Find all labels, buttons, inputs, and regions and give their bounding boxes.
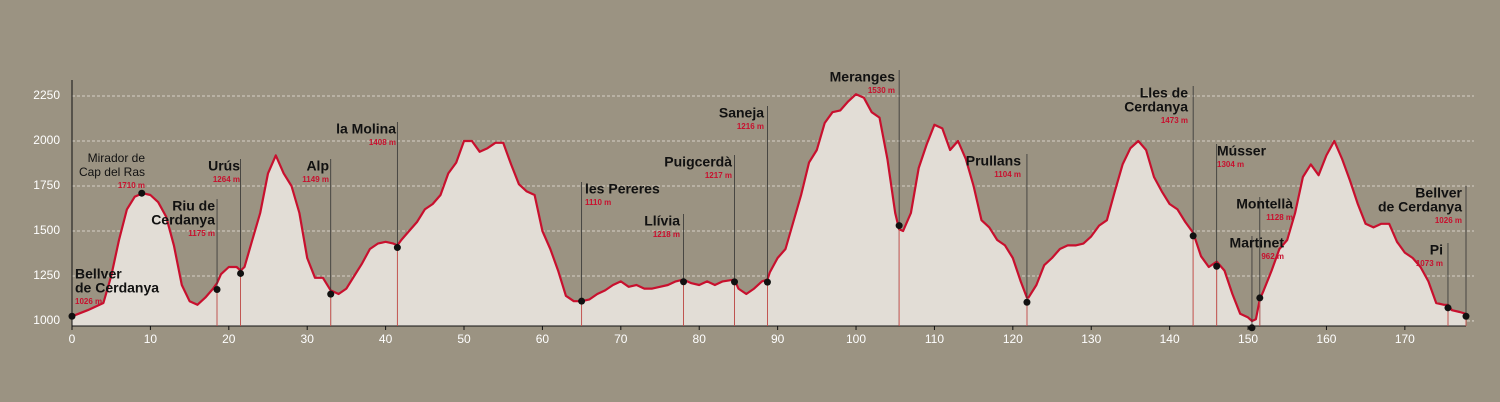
waypoint-name: Llívia [644,213,680,229]
waypoint-elevation: 1149 m [302,175,329,184]
waypoint-dot [1256,294,1264,302]
waypoint-elevation: 1530 m [868,86,895,95]
x-tick-label: 120 [1003,332,1023,346]
waypoint-name: Pi [1430,242,1443,258]
waypoint-name: les Pereres [585,181,660,197]
x-tick-label: 100 [846,332,866,346]
waypoint-elevation: 1218 m [653,230,680,239]
waypoint-elevation: 1304 m [1217,160,1244,169]
waypoint-name: Cap del Ras [79,165,145,179]
waypoint-name: Bellver [1415,185,1462,201]
waypoint-name: Prullans [966,153,1021,169]
waypoint-elevation: 1026 m [75,297,102,306]
x-tick-label: 0 [69,332,76,346]
waypoint-elevation: 1473 m [1161,116,1188,125]
x-tick-label: 70 [614,332,628,346]
waypoint-elevation: 962 m [1261,252,1284,261]
waypoint-elevation: 1128 m [1266,213,1293,222]
waypoint-name: Mirador de [88,151,146,165]
x-tick-label: 10 [144,332,158,346]
waypoint-dot [1023,298,1031,306]
x-tick-label: 160 [1316,332,1336,346]
x-tick-label: 130 [1081,332,1101,346]
waypoint-elevation: 1408 m [369,138,396,147]
waypoint-dot [1462,312,1470,320]
waypoint-name: Riu de [172,198,215,214]
waypoint-name: Alp [306,158,329,174]
waypoint-name: la Molina [336,121,396,137]
y-tick-label: 1750 [33,178,60,192]
waypoint-dot [680,278,688,286]
waypoint-dot [1248,324,1256,332]
y-tick-label: 1000 [33,313,60,327]
x-tick-label: 110 [925,332,944,346]
waypoint-elevation: 1216 m [737,122,764,131]
waypoint-dot [237,269,245,277]
waypoint-elevation: 1175 m [188,229,215,238]
waypoint-dot [1189,232,1197,240]
waypoint-dot [763,278,771,286]
waypoint-dot [895,222,903,230]
waypoint-dot [731,278,739,286]
waypoint-dot [213,285,221,293]
x-tick-label: 50 [457,332,471,346]
waypoint-name: Montellà [1236,196,1293,212]
x-tick-label: 140 [1160,332,1180,346]
waypoint-name: de Cerdanya [75,280,159,296]
waypoint-name: de Cerdanya [1378,199,1462,215]
waypoint-elevation: 1264 m [213,175,240,184]
waypoint-name: Músser [1217,143,1267,159]
waypoint-name: Puigcerdà [664,154,732,170]
waypoint-name: Cerdanya [151,212,215,228]
y-tick-label: 1250 [33,268,60,282]
waypoint-name: Urús [208,158,240,174]
waypoint-elevation: 1110 m [585,198,611,207]
waypoint-name: Lles de [1140,85,1188,101]
area-fill [72,94,1466,326]
x-tick-label: 20 [222,332,236,346]
waypoint-dot [68,312,76,320]
waypoint-name: Martinet [1230,235,1285,251]
x-tick-label: 40 [379,332,393,346]
waypoint-dot [578,297,586,305]
waypoint-name: Saneja [719,105,764,121]
x-tick-label: 60 [536,332,550,346]
x-tick-label: 150 [1238,332,1258,346]
x-tick-label: 90 [771,332,785,346]
y-tick-label: 2000 [33,133,60,147]
waypoint-name: Bellver [75,266,122,282]
waypoint-dot [138,189,146,197]
waypoint-elevation: 1217 m [705,171,732,180]
waypoint-elevation: 1104 m [994,170,1021,179]
y-tick-label: 2250 [33,88,60,102]
x-tick-label: 30 [301,332,315,346]
waypoint-dot [393,244,401,252]
waypoint-name: Meranges [830,69,896,85]
y-tick-label: 1500 [33,223,60,237]
waypoint-elevation: 1710 m [118,181,145,190]
waypoint-dot [327,290,335,298]
waypoint-dot [1444,304,1452,312]
waypoint-elevation: 1073 m [1416,259,1443,268]
waypoint-name: Cerdanya [1124,99,1188,115]
waypoint-elevation: 1026 m [1435,216,1462,225]
waypoint-dot [1213,262,1221,270]
profile-line [71,93,1467,323]
x-tick-label: 80 [693,332,707,346]
x-tick-label: 170 [1395,332,1415,346]
